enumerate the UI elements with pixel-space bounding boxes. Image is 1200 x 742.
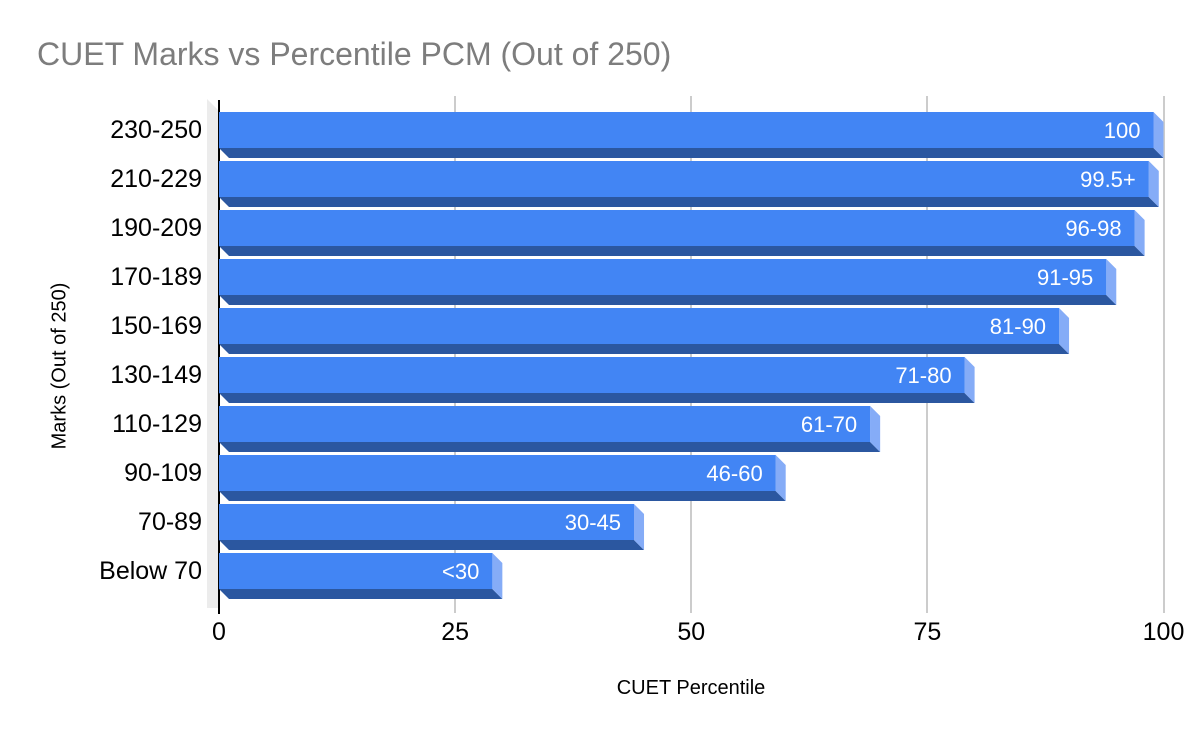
- category-label: 90-109: [124, 459, 202, 487]
- bar: 96-98: [219, 210, 1145, 256]
- bar-bottom-face: [219, 540, 645, 550]
- gridline: [690, 96, 693, 613]
- category-label: 70-89: [138, 508, 202, 536]
- bar: 99.5+: [219, 161, 1159, 207]
- category-label: 170-189: [110, 263, 202, 291]
- bar-face: [219, 553, 493, 589]
- bar-side-face: [1106, 259, 1117, 305]
- bar-value-label: 100: [1104, 118, 1141, 143]
- bar-bottom-face: [219, 442, 881, 452]
- bar-value-label: 46-60: [706, 461, 762, 486]
- bar: 71-80: [219, 357, 975, 403]
- bar-face: [219, 357, 965, 393]
- x-tick-label: 100: [1142, 618, 1185, 646]
- bar-bottom-face: [219, 393, 975, 403]
- bar-side-face: [775, 455, 786, 501]
- bar-bottom-face: [219, 246, 1145, 256]
- bar-face: [219, 308, 1060, 344]
- bar-value-label: 81-90: [990, 314, 1046, 339]
- gridline: [1162, 96, 1165, 613]
- x-tick-label: 75: [913, 618, 942, 646]
- category-label: 230-250: [110, 116, 202, 144]
- y-axis-wall: [207, 99, 219, 608]
- bar-face: [219, 504, 635, 540]
- bar-value-label: 30-45: [565, 510, 621, 535]
- x-axis-title: CUET Percentile: [616, 677, 766, 699]
- bar-face: [219, 210, 1135, 246]
- bar-bottom-face: [219, 491, 786, 501]
- bar-value-label: 96-98: [1065, 216, 1121, 241]
- bar-face: [219, 259, 1107, 295]
- bar-side-face: [1059, 308, 1070, 354]
- category-label: 190-209: [110, 214, 202, 242]
- bar-face: [219, 161, 1149, 197]
- bar: 91-95: [219, 259, 1117, 305]
- bar-side-face: [1148, 161, 1159, 207]
- category-label: 150-169: [110, 312, 202, 340]
- bar-side-face: [492, 553, 503, 599]
- category-label: 110-129: [112, 410, 202, 438]
- gridline: [926, 96, 929, 613]
- category-label: 210-229: [110, 165, 202, 193]
- bar-side-face: [634, 504, 645, 550]
- bar-value-label: <30: [442, 559, 479, 584]
- bar-face: [219, 455, 776, 491]
- bar-face: [219, 406, 871, 442]
- bar-side-face: [1153, 112, 1164, 158]
- bar: 30-45: [219, 504, 645, 550]
- category-label: 130-149: [110, 361, 202, 389]
- bar: <30: [219, 553, 503, 599]
- bar: 81-90: [219, 308, 1070, 354]
- bar: 100: [219, 112, 1164, 158]
- bar-value-label: 71-80: [895, 363, 951, 388]
- bar-side-face: [964, 357, 975, 403]
- bar: 46-60: [219, 455, 786, 501]
- bar-bottom-face: [219, 589, 503, 599]
- x-tick-label: 0: [212, 618, 226, 646]
- x-tick-label: 25: [441, 618, 470, 646]
- bar-side-face: [1134, 210, 1145, 256]
- bar-bottom-face: [219, 197, 1159, 207]
- bar: 61-70: [219, 406, 881, 452]
- x-tick-label: 50: [677, 618, 706, 646]
- bar-face: [219, 112, 1154, 148]
- bar-value-label: 61-70: [801, 412, 857, 437]
- bar-value-label: 99.5+: [1080, 167, 1136, 192]
- bar-side-face: [870, 406, 881, 452]
- bar-bottom-face: [219, 344, 1070, 354]
- bar-bottom-face: [219, 148, 1164, 158]
- chart-title: CUET Marks vs Percentile PCM (Out of 250…: [37, 36, 672, 72]
- category-label: Below 70: [99, 557, 202, 585]
- bar-bottom-face: [219, 295, 1117, 305]
- bar-value-label: 91-95: [1037, 265, 1093, 290]
- gridline: [454, 96, 457, 613]
